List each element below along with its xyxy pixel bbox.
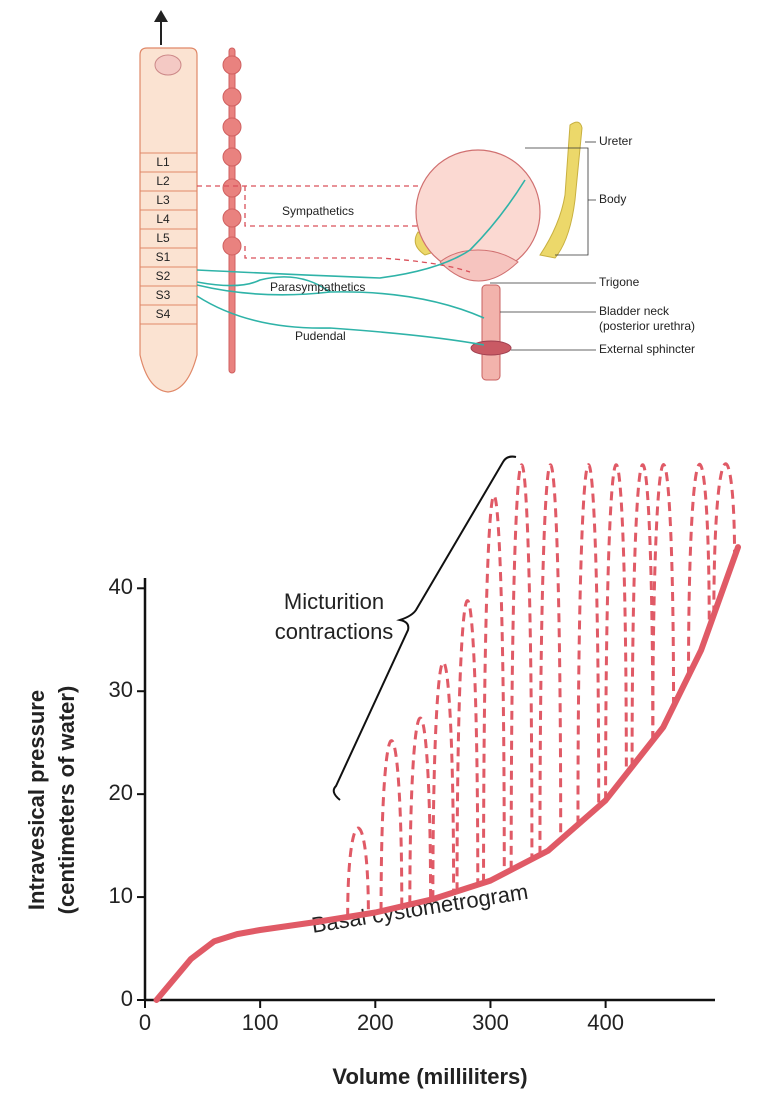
contraction xyxy=(604,463,628,801)
y-tick-label: 10 xyxy=(109,883,133,908)
x-axis-label: Volume (milliliters) xyxy=(332,1064,527,1089)
spinal-cord xyxy=(139,47,198,393)
annotation: contractions xyxy=(275,619,394,644)
segment-label: L1 xyxy=(156,155,170,169)
contraction xyxy=(538,463,563,855)
y-axis-label: (centimeters of water) xyxy=(54,686,79,915)
sympathetic-chain xyxy=(222,47,242,374)
contraction xyxy=(379,739,404,912)
segment-label: L3 xyxy=(156,193,170,207)
cord-section xyxy=(154,54,182,76)
annotation: Micturition xyxy=(284,589,384,614)
basal-curve xyxy=(153,544,742,1003)
y-axis-label: Intravesical pressure xyxy=(24,690,49,910)
segment-label: L5 xyxy=(156,231,170,245)
leader-lines xyxy=(490,141,596,351)
contraction xyxy=(712,462,737,615)
arrow-head xyxy=(154,10,168,22)
x-tick-label: 200 xyxy=(357,1010,394,1035)
contraction xyxy=(455,599,480,892)
diagram-label: External sphincter xyxy=(599,342,695,356)
contraction xyxy=(630,463,655,767)
segment-label: L4 xyxy=(156,212,170,226)
diagram-label: Body xyxy=(599,192,626,206)
diagram-label: Sympathetics xyxy=(282,204,354,218)
contraction xyxy=(482,494,506,883)
diagram-label: Bladder neck xyxy=(599,304,670,318)
segment-label: S4 xyxy=(156,307,171,321)
x-tick-label: 100 xyxy=(242,1010,279,1035)
segment-lines xyxy=(140,152,197,325)
segment-label: S3 xyxy=(156,288,171,302)
segment-label: L2 xyxy=(156,174,170,188)
y-tick-label: 40 xyxy=(109,574,133,599)
contraction xyxy=(509,463,534,870)
annotation: Basal cystometrogram xyxy=(310,879,530,938)
segment-label: S1 xyxy=(156,250,171,264)
y-tick-label: 20 xyxy=(109,780,133,805)
bracket xyxy=(332,455,517,801)
x-tick-label: 300 xyxy=(472,1010,509,1035)
segment-label: S2 xyxy=(156,269,171,283)
diagram-label: Pudendal xyxy=(295,329,346,343)
diagram-label: Ureter xyxy=(599,134,632,148)
y-tick-label: 0 xyxy=(121,986,133,1011)
ureter xyxy=(539,121,583,259)
y-tick-label: 30 xyxy=(109,677,133,702)
diagram-label: Trigone xyxy=(599,275,640,289)
contraction xyxy=(346,826,370,917)
anatomy-diagram: L1 L2 L3 L4 L5 S1 S2 S3 S4 xyxy=(139,10,695,393)
sympathetic-nerves xyxy=(197,185,471,273)
parasympathetic-nerves xyxy=(196,179,526,346)
contraction xyxy=(431,660,456,900)
contraction xyxy=(687,462,711,676)
diagram-label: (posterior urethra) xyxy=(599,319,695,333)
urethra xyxy=(481,284,501,381)
contraction xyxy=(651,463,676,741)
x-tick-label: 400 xyxy=(587,1010,624,1035)
diagram-label: Parasympathetics xyxy=(270,280,365,294)
contraction xyxy=(408,716,433,905)
trigone xyxy=(439,249,519,282)
contraction xyxy=(576,463,601,825)
x-tick-label: 0 xyxy=(139,1010,151,1035)
